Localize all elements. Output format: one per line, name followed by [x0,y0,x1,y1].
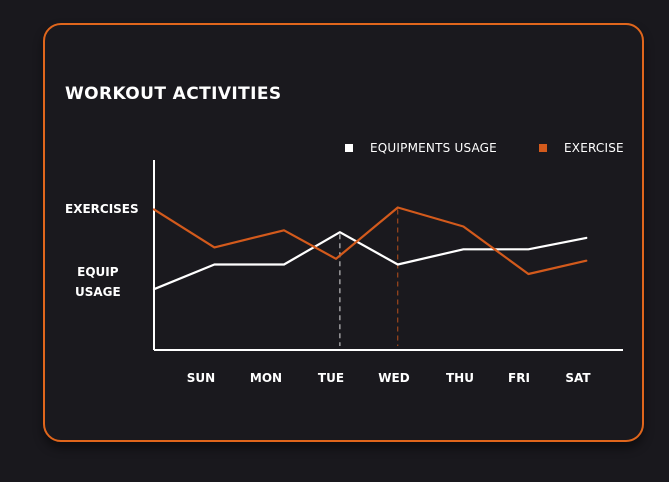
legend-swatch-equip [345,144,353,152]
x-tick-sat: SAT [565,371,591,385]
legend-swatch-exercise [539,144,547,152]
x-tick-wed: WED [378,371,409,385]
y-label-equip-line1: EQUIP [77,265,119,279]
chart-card [43,23,644,442]
chart-title: WORKOUT ACTIVITIES [65,84,282,104]
x-tick-tue: TUE [318,371,344,385]
legend-label-equip: EQUIPMENTS USAGE [370,141,497,155]
y-label-equip-usage: EQUIP USAGE [75,262,121,302]
legend-label-exercise: EXERCISE [564,141,624,155]
legend-item-equipments-usage: EQUIPMENTS USAGE [345,141,497,155]
x-tick-mon: MON [250,371,282,385]
x-tick-fri: FRI [508,371,530,385]
legend-item-exercise: EXERCISE [539,141,624,155]
y-label-exercises: EXERCISES [65,202,139,216]
y-label-equip-line2: USAGE [75,285,121,299]
x-tick-thu: THU [446,371,474,385]
series-line-equipments-usage [152,231,588,291]
series-line-exercise [152,206,588,276]
x-tick-sun: SUN [187,371,215,385]
